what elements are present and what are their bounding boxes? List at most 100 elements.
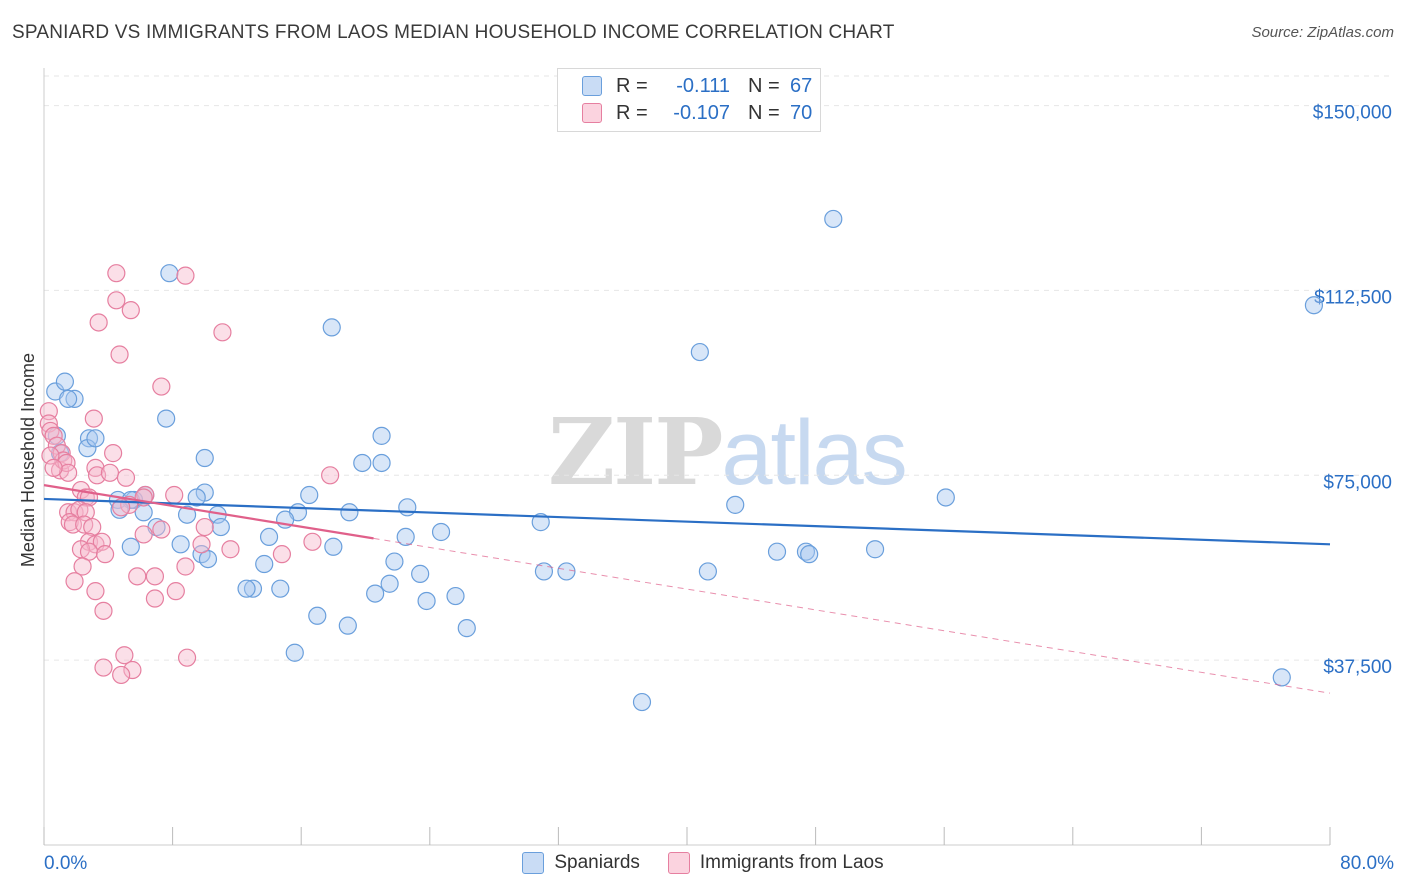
bottom-legend-swatch-blue [522, 852, 545, 874]
bottom-legend: Spaniards Immigrants from Laos [0, 852, 1406, 874]
point-laos [213, 323, 232, 342]
point-spaniards [796, 542, 816, 561]
point-laos [176, 557, 195, 576]
bottom-legend-spaniards: Spaniards [522, 852, 640, 874]
trendline-spaniards [43, 497, 1331, 546]
point-spaniards [531, 513, 550, 532]
point-spaniards [340, 503, 359, 522]
chart-title: SPANIARD VS IMMIGRANTS FROM LAOS MEDIAN … [12, 22, 895, 43]
point-laos [89, 313, 108, 332]
point-spaniards [121, 537, 140, 556]
point-spaniards [324, 537, 343, 556]
point-laos [95, 545, 115, 564]
point-spaniards [1304, 296, 1324, 315]
point-laos [115, 646, 134, 665]
point-laos [107, 264, 126, 283]
point-laos [165, 485, 184, 505]
point-spaniards [65, 389, 84, 408]
watermark-atlas: atlas [721, 402, 907, 504]
point-spaniards [372, 453, 391, 473]
point-spaniards [195, 448, 214, 468]
point-laos [84, 409, 103, 428]
legend-r-value: -0.111 [676, 74, 730, 97]
point-spaniards [255, 554, 274, 574]
point-spaniards [157, 409, 176, 428]
point-laos [177, 648, 197, 667]
x-tick-label: 0.0% [44, 853, 87, 874]
point-spaniards [380, 574, 399, 593]
point-laos [83, 517, 102, 537]
legend-n-value: 67 [790, 74, 813, 97]
legend-row-spaniards: R = -0.111 N = 67 [582, 73, 812, 99]
x-tick-label: 80.0% [1340, 853, 1394, 874]
point-spaniards [411, 564, 430, 583]
point-spaniards [396, 527, 415, 547]
point-laos [121, 301, 140, 320]
legend-r-value: -0.107 [673, 101, 730, 124]
watermark: ZIPatlas [548, 398, 908, 506]
point-laos [110, 345, 129, 364]
legend-swatch-blue [582, 76, 602, 96]
trendline-extension-laos [373, 537, 1331, 694]
point-laos [107, 291, 126, 310]
legend-row-laos: R = -0.107 N = 70 [582, 100, 812, 126]
point-spaniards [398, 498, 417, 517]
point-spaniards [353, 453, 372, 473]
point-laos [44, 426, 63, 445]
point-spaniards [865, 540, 885, 559]
point-laos [221, 540, 240, 559]
point-spaniards [177, 505, 197, 524]
point-laos [145, 589, 165, 608]
point-spaniards [243, 579, 263, 598]
source-label: Source: ZipAtlas.com [1251, 24, 1394, 41]
bottom-legend-label: Spaniards [554, 852, 640, 873]
point-laos [59, 463, 78, 482]
point-spaniards [187, 488, 206, 507]
point-laos [73, 557, 92, 576]
bottom-legend-laos: Immigrants from Laos [667, 852, 884, 874]
legend-n-value: 70 [790, 101, 813, 124]
point-spaniards [824, 209, 843, 229]
point-spaniards [211, 517, 230, 537]
point-spaniards [446, 586, 465, 606]
point-laos [166, 582, 185, 601]
point-laos [272, 545, 292, 564]
legend: R = -0.111 N = 67 R = -0.107 N = 70 [557, 68, 821, 132]
point-spaniards [431, 522, 451, 542]
legend-r-label: R = [616, 101, 648, 124]
point-laos [303, 532, 322, 551]
point-spaniards [171, 535, 190, 554]
point-spaniards [726, 495, 745, 514]
point-laos [100, 463, 120, 482]
watermark-zip: ZIP [548, 398, 723, 506]
point-spaniards [285, 643, 304, 662]
legend-swatch-pink [582, 103, 602, 123]
point-spaniards [557, 562, 576, 581]
point-spaniards [271, 579, 290, 598]
bottom-legend-swatch-pink [667, 852, 690, 874]
point-spaniards [86, 429, 105, 448]
point-spaniards [322, 318, 341, 337]
point-laos [94, 601, 113, 620]
point-laos [145, 567, 165, 586]
point-laos [86, 582, 105, 601]
point-spaniards [690, 342, 709, 362]
point-laos [60, 513, 79, 532]
trendline-laos [43, 484, 374, 540]
point-laos [152, 377, 171, 396]
y-tick-label: $75,000 [1323, 472, 1392, 493]
point-spaniards [698, 562, 717, 581]
point-laos [39, 402, 58, 421]
point-laos [116, 468, 136, 487]
point-spaniards [1272, 668, 1291, 687]
y-tick-label: $37,500 [1323, 657, 1392, 678]
y-axis-label: Median Household Income [18, 353, 38, 567]
point-spaniards [372, 426, 391, 445]
y-tick-label: $112,500 [1314, 287, 1392, 308]
point-spaniards [800, 545, 819, 564]
bottom-legend-label: Immigrants from Laos [699, 852, 884, 873]
point-spaniards [160, 264, 179, 283]
point-laos [112, 498, 131, 517]
legend-n-label: N = [748, 74, 780, 97]
